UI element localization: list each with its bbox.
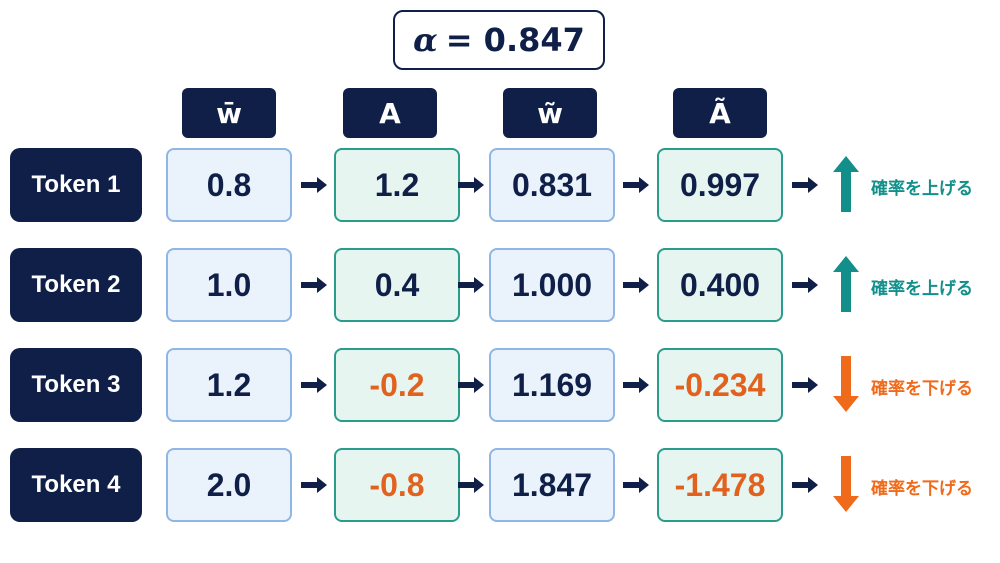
cell-w-tilde: 1.169: [489, 348, 615, 422]
right-arrow-icon: [458, 277, 484, 293]
cell-a: -0.8: [334, 448, 460, 522]
cell-w-bar: 0.8: [166, 148, 292, 222]
increase-probability-label: 確率を上げる: [871, 179, 973, 199]
arrow-down-icon: [833, 356, 859, 412]
right-arrow-icon: [623, 277, 649, 293]
cell-w-tilde: 1.000: [489, 248, 615, 322]
right-arrow-icon: [792, 277, 818, 293]
cell-a-tilde: 0.400: [657, 248, 783, 322]
right-arrow-icon: [792, 377, 818, 393]
cell-a: 0.4: [334, 248, 460, 322]
cell-w-bar: 2.0: [166, 448, 292, 522]
right-arrow-icon: [301, 377, 327, 393]
token-label: Token 2: [10, 248, 142, 322]
cell-w-bar: 1.2: [166, 348, 292, 422]
cell-a-tilde: -0.234: [657, 348, 783, 422]
right-arrow-icon: [301, 177, 327, 193]
cell-w-tilde: 1.847: [489, 448, 615, 522]
arrow-down-icon: [833, 456, 859, 512]
token-label: Token 4: [10, 448, 142, 522]
right-arrow-icon: [458, 477, 484, 493]
right-arrow-icon: [792, 177, 818, 193]
cell-a: -0.2: [334, 348, 460, 422]
right-arrow-icon: [458, 377, 484, 393]
decrease-probability-label: 確率を下げる: [871, 379, 973, 399]
right-arrow-icon: [623, 477, 649, 493]
right-arrow-icon: [301, 277, 327, 293]
alpha-symbol: α: [413, 21, 438, 59]
right-arrow-icon: [301, 477, 327, 493]
token-label: Token 1: [10, 148, 142, 222]
cell-a-tilde: 0.997: [657, 148, 783, 222]
cell-w-tilde: 0.831: [489, 148, 615, 222]
right-arrow-icon: [458, 177, 484, 193]
cell-a: 1.2: [334, 148, 460, 222]
decrease-probability-label: 確率を下げる: [871, 479, 973, 499]
cell-w-bar: 1.0: [166, 248, 292, 322]
header-w-bar: w̄: [182, 88, 276, 138]
arrow-up-icon: [833, 156, 859, 212]
header-w-tilde: w̃: [503, 88, 597, 138]
alpha-value-box: α = 0.847: [393, 10, 605, 70]
increase-probability-label: 確率を上げる: [871, 279, 973, 299]
header-a: A: [343, 88, 437, 138]
token-label: Token 3: [10, 348, 142, 422]
right-arrow-icon: [623, 177, 649, 193]
alpha-text: = 0.847: [445, 21, 585, 59]
cell-a-tilde: -1.478: [657, 448, 783, 522]
right-arrow-icon: [792, 477, 818, 493]
header-a-tilde: Ã: [673, 88, 767, 138]
arrow-up-icon: [833, 256, 859, 312]
right-arrow-icon: [623, 377, 649, 393]
